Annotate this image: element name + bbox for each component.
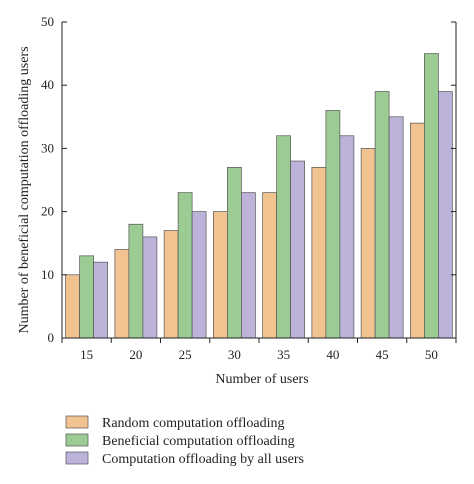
legend-swatch-3: [65, 451, 89, 465]
y-tick-label-50: 50: [41, 14, 54, 29]
bar-series-2-15: [79, 255, 94, 339]
bar-series-2-30: [227, 167, 242, 339]
bar-series-3-45: [388, 116, 404, 339]
bar-series-3-40: [339, 135, 355, 339]
legend-swatch-1: [65, 415, 89, 429]
x-tick-label-30: 30: [228, 347, 241, 362]
y-tick-label-20: 20: [41, 204, 54, 219]
bar-series-3-50: [438, 91, 453, 339]
bar-series-1-50: [410, 122, 425, 339]
legend-label-2: Beneficial computation offloading: [102, 434, 295, 449]
bar-series-1-25: [163, 230, 179, 339]
y-axis-title: Number of beneficial computation offload…: [17, 46, 32, 333]
bar-series-3-25: [191, 211, 207, 339]
x-tick-label-45: 45: [376, 347, 389, 362]
bar-series-2-20: [128, 223, 144, 339]
bar-series-1-35: [262, 192, 277, 339]
bar-series-3-30: [241, 192, 256, 339]
y-tick-label-40: 40: [41, 77, 54, 92]
bar-series-1-15: [65, 274, 80, 339]
legend: Random computation offloading Beneficial …: [65, 415, 304, 467]
y-tick-label-30: 30: [41, 140, 54, 155]
bar-series-3-15: [93, 261, 108, 339]
x-axis-title: Number of users: [215, 372, 308, 387]
y-tick-label-0: 0: [48, 330, 55, 345]
bar-series-1-30: [213, 211, 228, 339]
x-tick-label-40: 40: [326, 347, 339, 362]
legend-label-3: Computation offloading by all users: [102, 452, 304, 467]
bar-series-3-20: [142, 236, 158, 339]
bar-series-1-40: [311, 167, 327, 339]
x-tick-label-50: 50: [425, 347, 438, 362]
legend-swatch-2: [65, 433, 89, 447]
bar-series-2-35: [276, 135, 291, 339]
x-tick-label-15: 15: [80, 347, 93, 362]
x-tick-label-25: 25: [179, 347, 192, 362]
bar-series-2-40: [325, 110, 341, 339]
bar-series-2-45: [374, 91, 390, 339]
x-tick-label-35: 35: [277, 347, 290, 362]
bar-series-2-50: [424, 53, 439, 339]
y-tick-label-10: 10: [41, 267, 54, 282]
bar-series-1-20: [114, 249, 130, 339]
bars-group: [65, 53, 453, 339]
bar-series-2-25: [177, 192, 193, 339]
x-tick-label-20: 20: [129, 347, 142, 362]
bar-series-3-35: [290, 160, 305, 339]
legend-label-1: Random computation offloading: [102, 416, 285, 431]
ticks-group: 0 10 20 30 40 50 15 20 25 30 35 40 45 50: [41, 14, 457, 362]
bar-series-1-45: [360, 148, 376, 339]
